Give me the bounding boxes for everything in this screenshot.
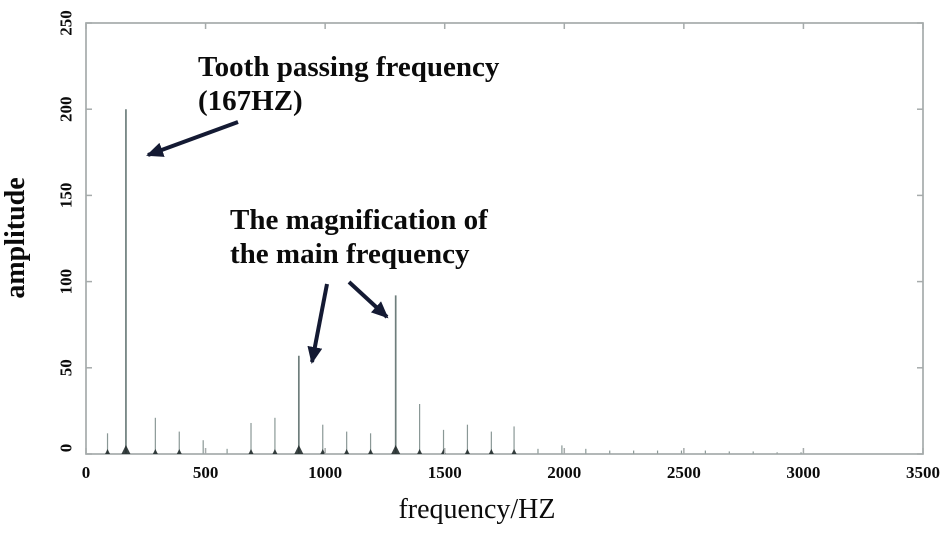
axis-ticks (85, 22, 924, 455)
arrow-to-main-frequency-peak-2-icon (347, 280, 389, 319)
spectrum-peaks (105, 109, 802, 454)
x-axis-tick-labels: 0 500 1000 1500 2000 2500 3000 3500 (82, 463, 940, 482)
plot-area (85, 22, 924, 455)
arrow-to-main-frequency-peak-1-icon (307, 283, 329, 364)
spectrum-peak-base (294, 445, 304, 454)
y-tick-label: 50 (57, 359, 76, 376)
spectrum-peak-base (105, 449, 111, 454)
y-tick-label: 150 (57, 183, 76, 209)
spectrum-peak-base (344, 449, 350, 454)
arrow-to-tooth-passing-peak-icon (146, 120, 239, 157)
y-tick-label: 200 (57, 96, 76, 122)
x-tick-label: 0 (82, 463, 91, 482)
x-tick-label: 2000 (547, 463, 581, 482)
y-axis-title: amplitude (0, 177, 31, 298)
spectrum-peak-base (121, 445, 131, 454)
spectrum-peak-base (511, 449, 517, 454)
spectrum-peak-base (391, 445, 401, 454)
spectrum-peak-base (272, 449, 278, 454)
annotation-tooth-passing-line1: Tooth passing frequency (198, 51, 500, 83)
x-tick-label: 3000 (786, 463, 820, 482)
x-tick-label: 2500 (667, 463, 701, 482)
spectrum-peak-base (176, 449, 182, 454)
x-tick-label: 500 (193, 463, 219, 482)
annotation-magnification-line2: the main frequency (230, 238, 470, 270)
y-tick-label: 100 (57, 269, 76, 295)
spectrum-peak-base (464, 449, 470, 454)
spectrum-peak-base (320, 449, 326, 454)
x-tick-label: 1500 (428, 463, 462, 482)
annotation-tooth-passing-line2: (167HZ) (198, 85, 303, 117)
spectrum-peak-base (417, 449, 423, 454)
y-axis-tick-labels: 0 50 100 150 200 250 (57, 10, 76, 452)
spectrum-peak-base (368, 449, 374, 454)
spectrum-peak-base (248, 449, 254, 454)
x-tick-label: 3500 (906, 463, 940, 482)
spectrum-peak-base (152, 449, 158, 454)
y-tick-label: 0 (57, 444, 76, 453)
spectrum-peak-base (488, 449, 494, 454)
x-tick-label: 1000 (308, 463, 342, 482)
annotation-magnification-line1: The magnification of (230, 204, 488, 236)
x-axis-title: frequency/HZ (398, 494, 555, 525)
y-tick-label: 250 (57, 10, 76, 36)
